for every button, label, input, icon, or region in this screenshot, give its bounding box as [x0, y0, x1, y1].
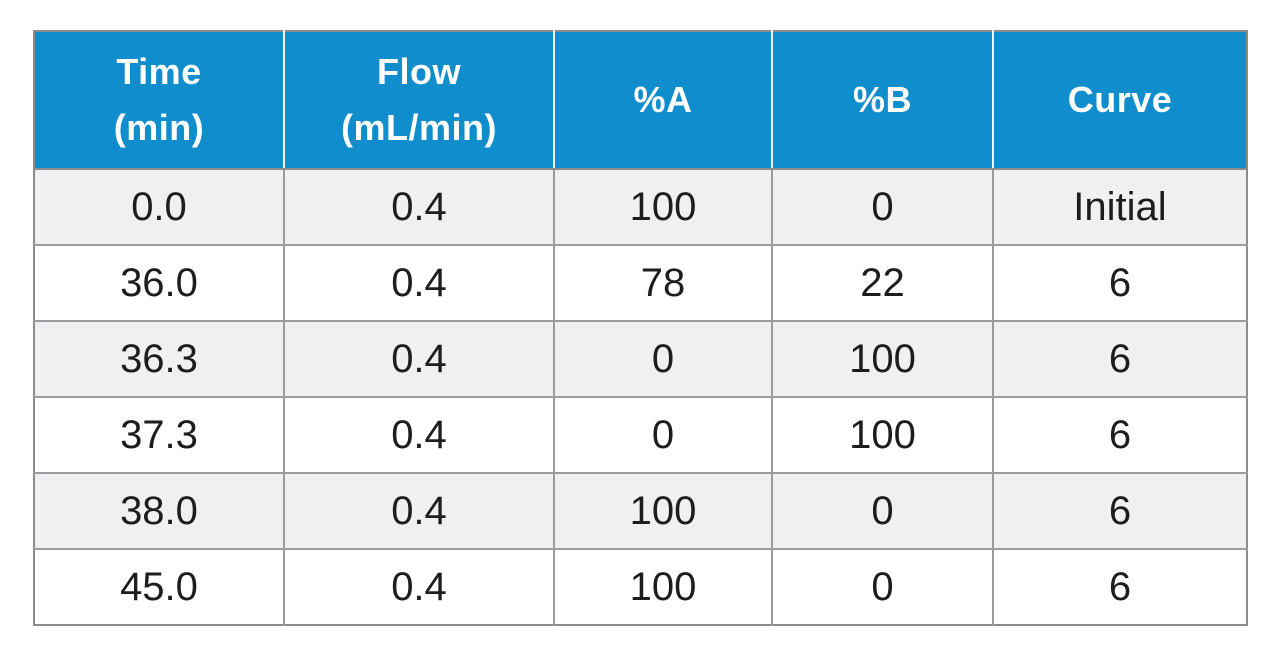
- cell-flow: 0.4: [283, 472, 554, 549]
- table-header-row: Time (min) Flow (mL/min) %A %B Curve: [34, 31, 1247, 170]
- cell-percent-a: 100: [553, 548, 772, 625]
- cell-curve: 6: [992, 320, 1247, 397]
- cell-percent-b: 100: [771, 320, 993, 397]
- cell-flow: 0.4: [283, 168, 554, 245]
- gradient-table: Time (min) Flow (mL/min) %A %B Curve 0.0…: [33, 30, 1248, 626]
- table-row: 0.0 0.4 100 0 Initial: [34, 168, 1247, 245]
- cell-flow: 0.4: [283, 548, 554, 625]
- column-header-percent-b: %B: [771, 31, 993, 170]
- cell-time: 38.0: [34, 472, 284, 549]
- cell-percent-a: 0: [553, 320, 772, 397]
- cell-percent-b: 22: [771, 244, 993, 321]
- column-header-time: Time (min): [34, 31, 284, 170]
- cell-time: 36.3: [34, 320, 284, 397]
- cell-flow: 0.4: [283, 396, 554, 473]
- cell-percent-a: 0: [553, 396, 772, 473]
- cell-percent-b: 0: [771, 168, 993, 245]
- cell-percent-a: 100: [553, 168, 772, 245]
- cell-percent-b: 0: [771, 548, 993, 625]
- column-header-percent-a: %A: [553, 31, 772, 170]
- cell-time: 37.3: [34, 396, 284, 473]
- cell-percent-a: 100: [553, 472, 772, 549]
- cell-curve: 6: [992, 244, 1247, 321]
- cell-percent-a: 78: [553, 244, 772, 321]
- cell-curve: 6: [992, 472, 1247, 549]
- cell-flow: 0.4: [283, 320, 554, 397]
- table-row: 38.0 0.4 100 0 6: [34, 472, 1247, 549]
- cell-curve: 6: [992, 396, 1247, 473]
- cell-time: 0.0: [34, 168, 284, 245]
- column-header-flow: Flow (mL/min): [283, 31, 554, 170]
- cell-curve: Initial: [992, 168, 1247, 245]
- cell-curve: 6: [992, 548, 1247, 625]
- cell-percent-b: 100: [771, 396, 993, 473]
- cell-percent-b: 0: [771, 472, 993, 549]
- cell-flow: 0.4: [283, 244, 554, 321]
- table-row: 37.3 0.4 0 100 6: [34, 396, 1247, 473]
- table-row: 36.0 0.4 78 22 6: [34, 244, 1247, 321]
- table-row: 36.3 0.4 0 100 6: [34, 320, 1247, 397]
- cell-time: 45.0: [34, 548, 284, 625]
- gradient-table-container: Time (min) Flow (mL/min) %A %B Curve 0.0…: [33, 30, 1248, 626]
- table-row: 45.0 0.4 100 0 6: [34, 548, 1247, 625]
- cell-time: 36.0: [34, 244, 284, 321]
- column-header-curve: Curve: [992, 31, 1247, 170]
